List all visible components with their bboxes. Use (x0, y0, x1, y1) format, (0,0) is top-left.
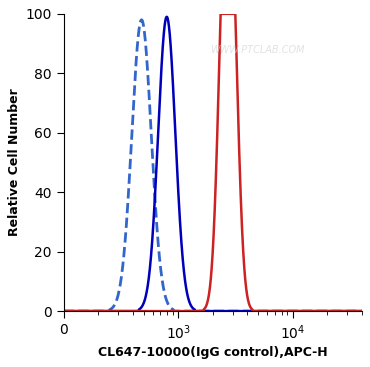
Y-axis label: Relative Cell Number: Relative Cell Number (9, 88, 21, 236)
Text: WWW.PTCLAB.COM: WWW.PTCLAB.COM (210, 44, 305, 55)
X-axis label: CL647-10000(IgG control),APC-H: CL647-10000(IgG control),APC-H (98, 346, 327, 359)
